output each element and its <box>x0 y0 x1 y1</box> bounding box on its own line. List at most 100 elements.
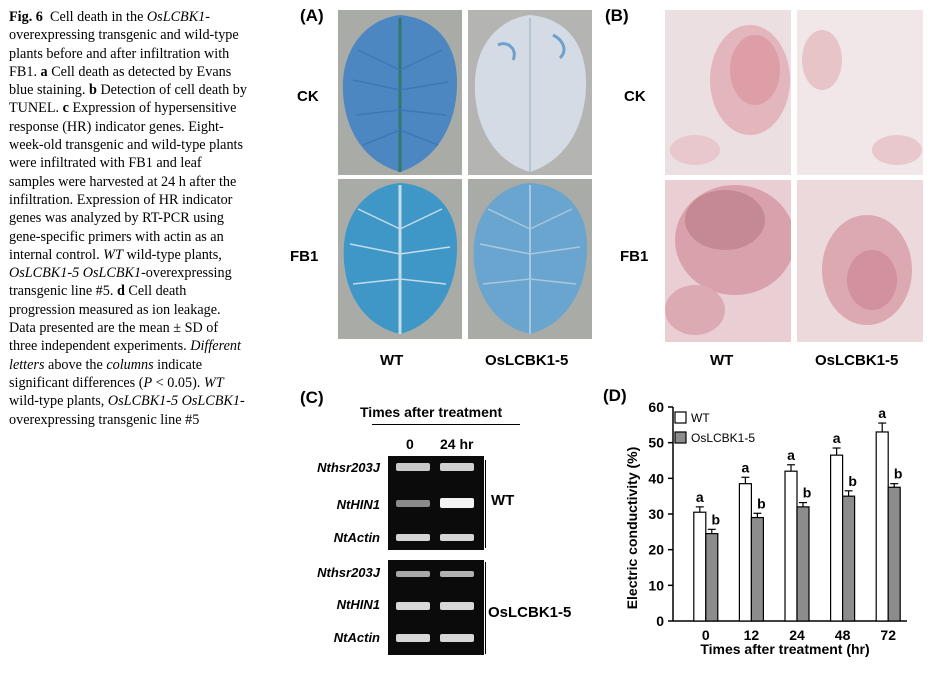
leaf-image-tg-fb1 <box>468 179 592 339</box>
gene-label: Nthsr203J <box>317 565 380 580</box>
panel-d-label: (D) <box>603 386 627 405</box>
gene-label: NtActin <box>333 630 380 645</box>
bar-wt <box>738 483 752 622</box>
panel-a-row-fb1: FB1 <box>290 248 319 265</box>
caption-text: -overexpressing transgenic and wild-type… <box>9 9 239 80</box>
gene-label: NtActin <box>333 530 380 545</box>
gene-label: Nthsr203J <box>317 460 380 475</box>
legend-swatch-oslcbk1-5 <box>674 431 687 444</box>
x-tick-label: 48 <box>835 627 851 643</box>
y-tick-label: 30 <box>648 506 664 522</box>
gel-band <box>440 571 474 577</box>
significance-letter: b <box>894 466 903 482</box>
caption-text: -overexpressing transgenic line #5 <box>9 393 245 428</box>
bar-wt <box>693 511 707 622</box>
group-label-wt: WT <box>491 492 515 509</box>
y-tick-label: 20 <box>648 542 664 558</box>
significance-letter: a <box>787 447 795 463</box>
y-tick-label: 40 <box>648 470 664 486</box>
significance-letter: b <box>712 511 721 527</box>
micrograph-tg-fb1 <box>797 180 923 342</box>
panel-a-row-ck: CK <box>297 88 319 105</box>
significance-letter: a <box>742 459 750 475</box>
legend-swatch-wt <box>674 411 687 424</box>
caption-text: < 0.05). <box>155 374 201 391</box>
gel-band <box>396 634 430 642</box>
caption-text: Cell death in the <box>49 9 144 25</box>
caption-text: Cell death as detected by Evans blue sta… <box>9 63 232 99</box>
caption-text: Detection of cell death by TUNEL. <box>9 82 247 117</box>
caption-text: indicate significant differences ( <box>9 356 203 391</box>
gene-label: NtHIN1 <box>336 597 380 612</box>
x-tick-label: 0 <box>702 627 710 643</box>
panel-b-label: (B) <box>605 6 629 25</box>
caption-text: OsLCBK1 <box>146 9 206 25</box>
y-tick-label: 60 <box>648 399 664 415</box>
caption-text: columns <box>106 356 154 373</box>
significance-letter: b <box>803 485 812 501</box>
caption-text: OsLCBK1-5 OsLCBK1 <box>107 393 240 410</box>
gel-wt <box>388 456 484 550</box>
y-tick-label: 10 <box>648 577 664 593</box>
panel-b-row-ck: CK <box>624 88 646 105</box>
caption-text: wild-type plants, <box>9 393 105 410</box>
gel-band <box>396 571 430 577</box>
panel-a-col-wt: WT <box>380 352 404 369</box>
gel-oslcbk1-5 <box>388 560 484 655</box>
leaf-image-wt-fb1 <box>338 179 462 339</box>
leaf-image-tg-ck <box>468 10 592 175</box>
gel-band <box>440 602 474 610</box>
significance-letter: a <box>878 405 886 421</box>
bar-wt <box>830 454 844 622</box>
significance-letter: a <box>833 430 841 446</box>
panel-b-row-fb1: FB1 <box>620 248 649 265</box>
gel-band <box>440 634 474 642</box>
caption-text: Different letters <box>9 338 241 373</box>
caption-text: Expression of hypersensitive response (H… <box>9 100 244 263</box>
bar-wt <box>784 470 798 622</box>
group-bracket-oslcbk1-5 <box>485 562 486 654</box>
panel-a-label: (A) <box>300 6 324 25</box>
gel-band <box>440 498 474 508</box>
y-axis-label: Electric conductivity (%) <box>624 447 640 610</box>
group-bracket-wt <box>485 460 486 548</box>
caption-text: wild-type plants, <box>126 246 222 263</box>
legend-label-oslcbk1-5: OsLCBK1-5 <box>691 431 755 445</box>
panel-c-title-rule <box>372 424 520 425</box>
caption-text: P <box>143 374 153 391</box>
caption-fig-label: Fig. 6 <box>9 9 43 25</box>
panel-c-title: Times after treatment <box>360 404 503 420</box>
gel-band <box>440 534 474 541</box>
x-tick-label: 72 <box>880 627 896 643</box>
gel-band <box>396 602 430 610</box>
caption-text: OsLCBK1-5 OsLCBK1 <box>9 265 142 282</box>
bar-oslcbk1-5 <box>750 516 764 622</box>
x-axis-label: Times after treatment (hr) <box>700 641 869 657</box>
gel-band <box>396 463 430 471</box>
micrograph-wt-ck <box>665 10 791 175</box>
bar-oslcbk1-5 <box>842 495 856 622</box>
caption-letter: b <box>89 82 97 99</box>
caption-letter: a <box>40 63 48 80</box>
caption-text: -overexpressing transgenic line #5. <box>9 265 232 300</box>
micrograph-wt-fb1 <box>665 180 791 342</box>
panel-c-time-24: 24 hr <box>440 436 474 452</box>
caption-letter: d <box>116 283 125 300</box>
caption-letter: c <box>62 100 69 117</box>
micrograph-tg-ck <box>797 10 923 175</box>
gel-band <box>440 463 474 471</box>
caption-text: Cell death progression measured as ion l… <box>9 283 221 355</box>
gel-band <box>396 500 430 507</box>
caption-text: WT <box>203 374 224 391</box>
significance-letter: b <box>848 473 857 489</box>
figure-caption: Fig. 6 Cell death in the OsLCBK1-overexp… <box>9 8 249 429</box>
caption-text: WT <box>103 246 123 263</box>
bar-wt <box>875 431 889 622</box>
group-label-oslcbk1-5: OsLCBK1-5 <box>488 604 572 621</box>
x-tick-label: 24 <box>789 627 805 643</box>
legend-label-wt: WT <box>691 411 710 425</box>
panel-c-label: (C) <box>300 388 324 407</box>
panel-c-time-0: 0 <box>406 436 414 452</box>
bar-oslcbk1-5 <box>705 533 719 622</box>
gel-band <box>396 534 430 541</box>
